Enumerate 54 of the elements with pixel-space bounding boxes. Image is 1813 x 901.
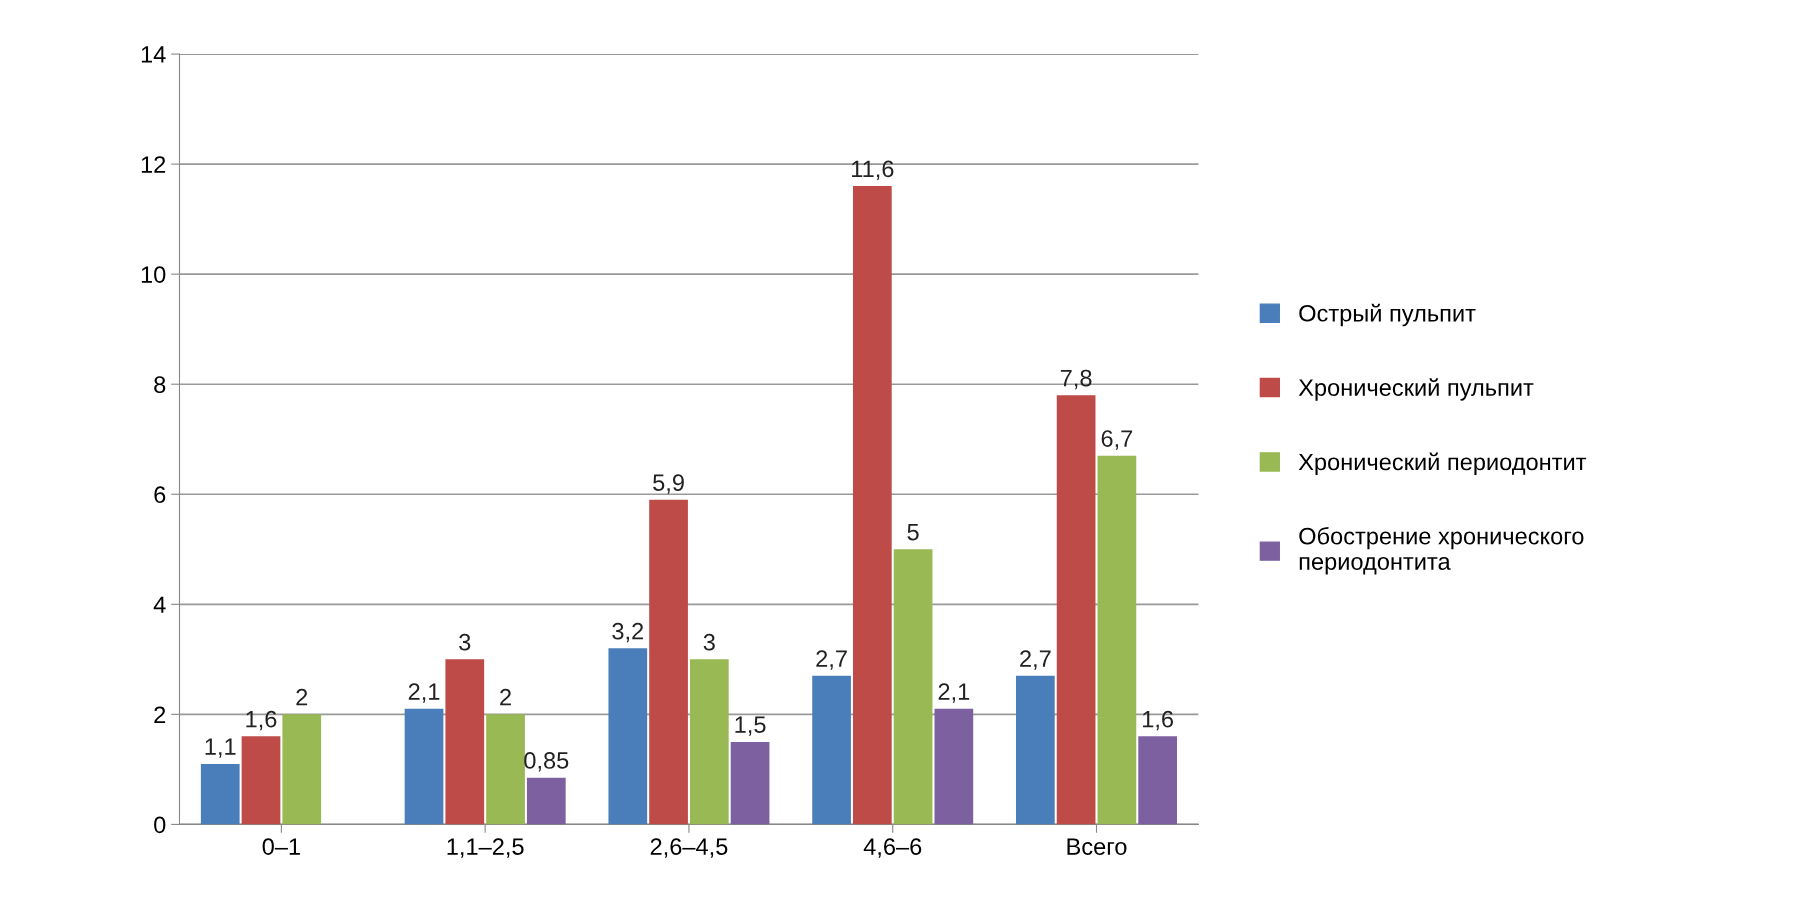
- data-label: 3: [703, 633, 715, 651]
- bar: [1138, 736, 1177, 825]
- bar: [526, 777, 566, 825]
- data-label: 2,7: [816, 650, 847, 670]
- bar: [689, 659, 729, 825]
- bar: [1056, 395, 1096, 825]
- bar: [812, 675, 851, 825]
- bar: [200, 763, 240, 825]
- data-label: 6,7: [1101, 430, 1133, 450]
- x-tick-label: 1,1–2,5: [447, 838, 524, 858]
- x-tick-label: 0–1: [262, 838, 300, 855]
- data-label: 11,6: [852, 160, 894, 181]
- y-tick-label: 4: [153, 596, 166, 613]
- data-label: 2: [500, 688, 511, 706]
- y-tick-label: 6: [154, 486, 166, 504]
- legend-label: Хронический периодонтит: [1298, 452, 1587, 476]
- bar: [852, 186, 892, 825]
- bar: [1016, 675, 1055, 825]
- y-tick-label: 12: [141, 156, 166, 173]
- legend-label: Острый пульпит: [1299, 303, 1476, 327]
- legend-label: Обострение хронического периодонтита: [1299, 526, 1584, 575]
- x-tick-label: Всего: [1067, 838, 1127, 855]
- y-tick-label: 2: [154, 706, 166, 723]
- y-tick-label: 14: [141, 46, 166, 63]
- bar: [282, 714, 322, 825]
- bar: [445, 659, 485, 825]
- bar: [893, 549, 933, 825]
- data-label: 7,8: [1060, 369, 1092, 390]
- data-label: 1,5: [735, 716, 766, 736]
- data-label: 3: [459, 633, 471, 651]
- bar: [241, 736, 281, 825]
- data-label: 2: [296, 688, 308, 706]
- data-label: 2,7: [1020, 650, 1051, 670]
- x-tick-label: 4,6–6: [863, 838, 922, 858]
- bar: [486, 714, 525, 825]
- bar: [608, 648, 648, 825]
- data-label: 2,1: [938, 683, 970, 703]
- bar: [934, 708, 974, 825]
- y-tick-label: 0: [154, 816, 166, 834]
- data-label: 1,6: [246, 710, 277, 731]
- data-label: 5,9: [653, 474, 684, 494]
- bar: [649, 499, 688, 825]
- legend-label: Хронический пульпит: [1298, 378, 1534, 401]
- data-label: 5: [907, 523, 919, 541]
- y-tick-label: 8: [154, 376, 166, 393]
- bar: [730, 741, 770, 825]
- data-label: 1,6: [1143, 710, 1174, 731]
- data-label: 1,1: [205, 738, 236, 758]
- bar: [1097, 455, 1137, 825]
- y-tick-label: 10: [141, 266, 166, 283]
- data-label: 2,1: [408, 683, 440, 703]
- data-label: 3,2: [612, 622, 644, 643]
- x-tick-label: 2,6–4,5: [650, 838, 728, 858]
- bar: [404, 708, 444, 825]
